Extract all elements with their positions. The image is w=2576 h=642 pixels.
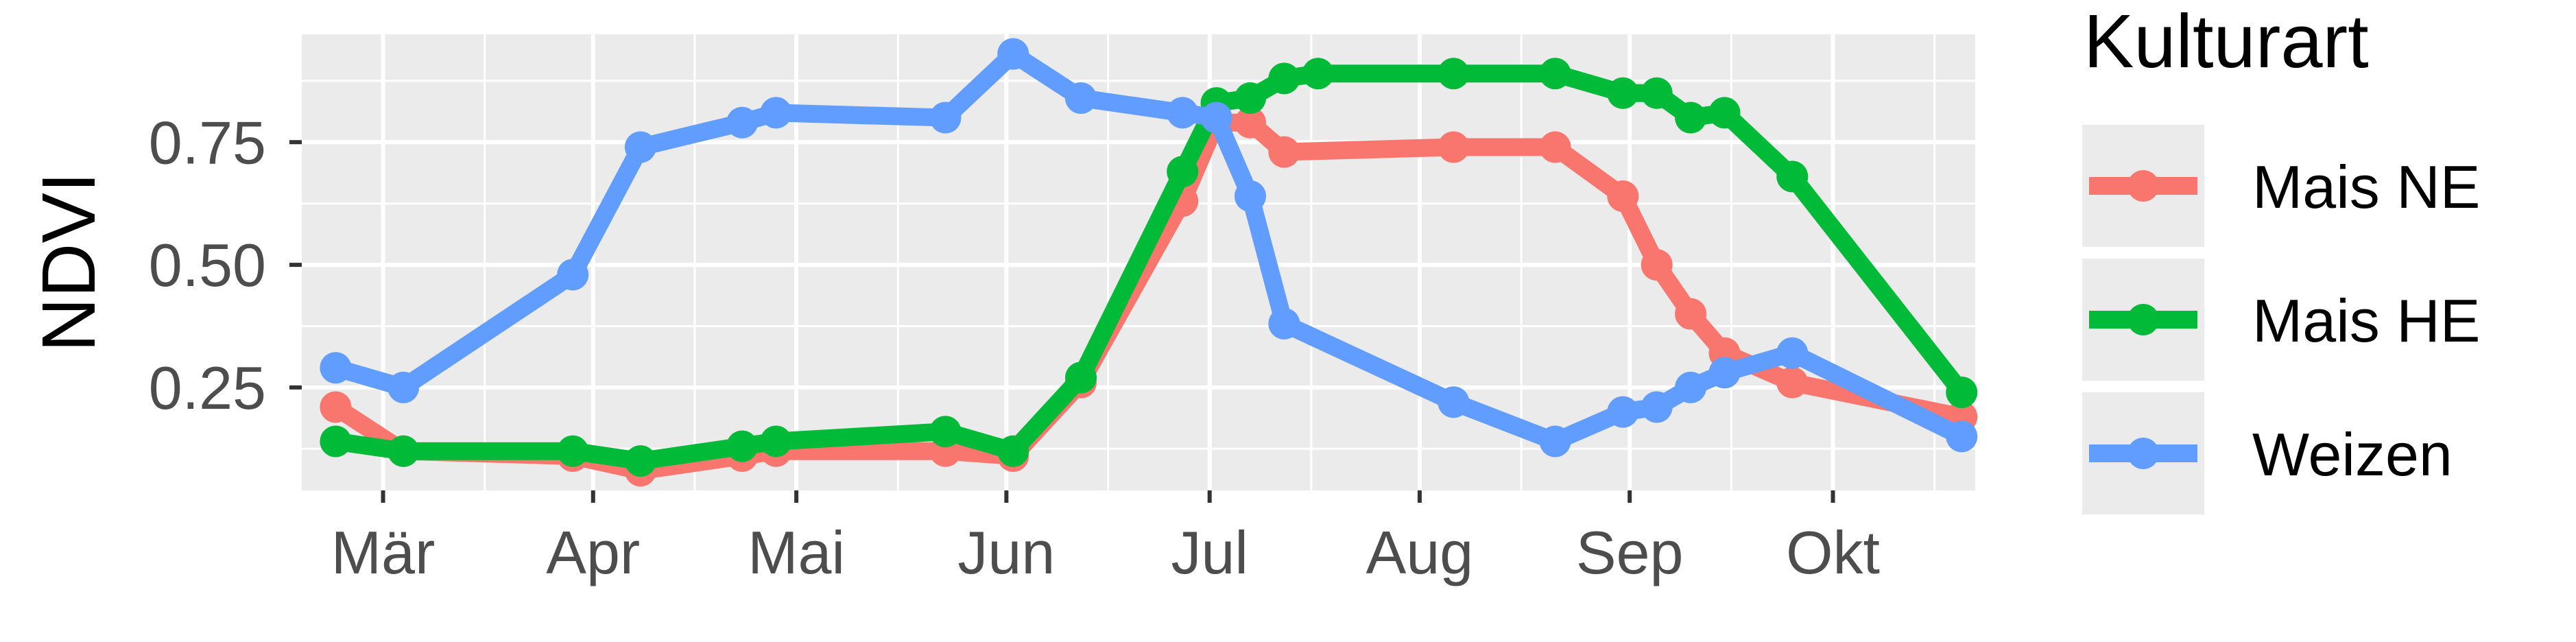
data-point-mais-he [387, 435, 420, 467]
data-point-mais-ne [1234, 106, 1266, 139]
data-point-weizen [929, 102, 962, 134]
data-point-mais-he [1438, 58, 1470, 90]
data-point-weizen [1200, 102, 1232, 134]
data-point-mais-he [1167, 156, 1199, 188]
data-point-mais-he [1234, 82, 1266, 114]
data-point-weizen [387, 371, 420, 403]
y-axis-title: NDVI [27, 172, 111, 353]
data-point-weizen [1776, 337, 1809, 369]
x-axis: Mär Apr Mai Jun Jul Aug Sep Okt [331, 490, 1880, 586]
data-point-mais-ne [1641, 249, 1673, 281]
x-tick-label: Apr [546, 519, 640, 586]
data-point-mais-he [929, 416, 962, 448]
data-point-mais-ne [1776, 366, 1809, 399]
y-tick-label: 0.50 [149, 231, 266, 299]
legend-key-point [2127, 304, 2159, 335]
data-point-weizen [1234, 180, 1266, 212]
legend-title: Kulturart [2084, 0, 2369, 84]
data-point-weizen [1065, 82, 1097, 114]
data-point-weizen [557, 259, 589, 291]
data-point-mais-he [1776, 160, 1809, 193]
data-point-mais-he [1675, 102, 1707, 134]
x-tick-label: Jul [1171, 519, 1248, 586]
y-tick-label: 0.75 [149, 108, 266, 176]
x-tick-label: Mai [748, 519, 845, 586]
data-point-mais-he [726, 430, 759, 462]
y-axis: 0.25 0.50 0.75 [149, 108, 302, 422]
data-point-mais-ne [1607, 180, 1639, 212]
data-point-weizen [1675, 371, 1707, 403]
data-point-weizen [320, 352, 352, 384]
x-tick-label: Okt [1786, 519, 1880, 586]
data-point-weizen [1167, 97, 1199, 129]
data-point-weizen [997, 38, 1029, 70]
data-point-weizen [1641, 391, 1673, 423]
data-point-mais-ne [1438, 131, 1470, 163]
legend-label: Mais NE [2252, 153, 2481, 221]
legend-item-weizen: Weizen [2082, 392, 2453, 514]
x-tick-label: Aug [1366, 519, 1474, 586]
data-point-mais-he [997, 435, 1029, 467]
x-tick-label: Jun [957, 519, 1055, 586]
data-point-weizen [1268, 307, 1300, 340]
series-layer [320, 38, 1978, 487]
data-point-mais-ne [1539, 131, 1571, 163]
data-point-weizen [1438, 386, 1470, 418]
legend-label: Mais HE [2252, 287, 2481, 355]
legend-label: Weizen [2252, 420, 2453, 488]
legend: Kulturart Mais NE Mais HE Weizen [2082, 0, 2481, 514]
legend-item-mais-he: Mais HE [2082, 259, 2481, 381]
series-line-mais-he [334, 64, 1969, 471]
data-point-mais-he [1946, 376, 1978, 408]
series-mais-he [320, 58, 1978, 477]
legend-item-mais-ne: Mais NE [2082, 125, 2481, 247]
data-point-mais-he [1302, 58, 1334, 90]
data-point-weizen [624, 131, 656, 163]
data-point-mais-ne [320, 391, 352, 423]
data-point-weizen [1946, 420, 1978, 453]
data-point-weizen [726, 106, 759, 139]
data-point-mais-he [557, 435, 589, 467]
data-point-mais-he [760, 425, 792, 457]
data-point-weizen [1539, 425, 1571, 457]
data-point-mais-ne [1675, 298, 1707, 330]
x-tick-label: Mär [331, 519, 436, 586]
data-point-mais-he [1641, 77, 1673, 109]
legend-key-point [2127, 438, 2159, 469]
y-tick-label: 0.25 [149, 354, 266, 422]
data-point-weizen [760, 97, 792, 129]
data-point-mais-he [1065, 361, 1097, 394]
data-point-mais-ne [1268, 136, 1300, 168]
data-point-mais-he [1607, 77, 1639, 109]
data-point-mais-he [1708, 97, 1741, 129]
x-tick-label: Sep [1576, 519, 1684, 586]
data-point-mais-he [1268, 62, 1300, 95]
data-point-weizen [1607, 396, 1639, 428]
data-point-mais-he [1539, 58, 1571, 90]
data-point-weizen [1708, 357, 1741, 389]
data-point-mais-he [320, 425, 352, 457]
series-weizen [320, 38, 1978, 457]
data-point-mais-he [624, 445, 656, 477]
legend-key-point [2127, 170, 2159, 202]
